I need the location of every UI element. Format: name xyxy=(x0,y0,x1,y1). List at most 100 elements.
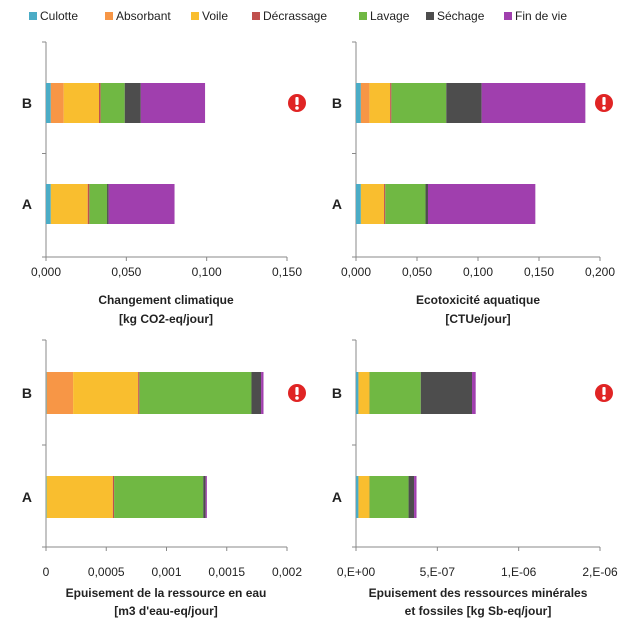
legend-label: Fin de vie xyxy=(515,9,567,23)
x-axis-title: Changement climatique xyxy=(98,293,234,307)
bar-segment xyxy=(50,184,88,224)
bar-segment xyxy=(50,83,64,123)
chart-panel: 0,000 0,050 0,100 0,150 B A Changement climati… xyxy=(22,41,306,326)
bar-segment xyxy=(356,83,361,123)
bar-segment xyxy=(140,83,206,123)
bar-segment xyxy=(356,184,361,224)
x-tick-label: 0,150 xyxy=(272,265,302,279)
legend-swatch xyxy=(426,12,434,20)
bar-segment xyxy=(73,372,139,414)
exclamation-circle-icon xyxy=(288,384,306,402)
exclamation-circle-icon xyxy=(288,94,306,112)
x-axis-title: Epuisement de la ressource en eau xyxy=(66,586,267,600)
x-axis-title: Ecotoxicité aquatique xyxy=(416,293,540,307)
bar-segment xyxy=(46,476,47,518)
x-tick-label: 0,050 xyxy=(111,265,141,279)
bar-segment xyxy=(63,83,100,123)
legend-swatch xyxy=(105,12,113,20)
bar-segment xyxy=(46,476,113,518)
bar-segment xyxy=(138,372,140,414)
bar-segment xyxy=(356,372,359,414)
bar-segment xyxy=(108,184,175,224)
bar-segment xyxy=(139,372,252,414)
bar-segment xyxy=(481,83,586,123)
alert-bang xyxy=(295,387,299,395)
bar-segment xyxy=(472,372,476,414)
alert-dot xyxy=(295,106,299,110)
bar-segment xyxy=(99,83,101,123)
chart-panel: 0,000 0,050 0,100 0,150 0,200 B A Ecotoxicité a… xyxy=(332,41,615,326)
x-tick-label: 0,200 xyxy=(585,265,615,279)
bar-segment xyxy=(360,83,370,123)
alert-dot xyxy=(602,396,606,400)
bar-segment xyxy=(369,372,421,414)
bar-segment xyxy=(420,372,473,414)
legend-swatch xyxy=(191,12,199,20)
bar-segment xyxy=(251,372,262,414)
alert-bang xyxy=(295,97,299,105)
legend-swatch xyxy=(252,12,260,20)
bar-segment xyxy=(356,476,359,518)
legend-swatch xyxy=(504,12,512,20)
x-tick-label: 0,002 xyxy=(272,565,302,579)
legend: Culotte Absorbant Voile Décrassage Lavage Séc… xyxy=(29,9,567,23)
bar-segment xyxy=(107,184,109,224)
bar-segment xyxy=(360,184,385,224)
legend-item: Séchage xyxy=(426,9,485,23)
bar-segment xyxy=(385,184,426,224)
bar-segment xyxy=(369,83,391,123)
exclamation-circle-icon xyxy=(595,94,613,112)
chart-panel: 0,E+00 5,E-07 1,E-06 2,E-06 B A Epuisement des… xyxy=(332,339,618,618)
category-label: A xyxy=(22,196,32,212)
x-axis-title: Epuisement des ressources minérales xyxy=(369,586,588,600)
chart-panel: 0 0,0005 0,001 0,0015 0,002 B A Epuisement de l… xyxy=(22,339,306,618)
x-axis-unit: [kg CO2-eq/jour] xyxy=(119,312,213,326)
x-tick-label: 0,001 xyxy=(151,565,181,579)
bar-segment xyxy=(414,476,417,518)
x-tick-label: 0,E+00 xyxy=(337,565,376,579)
bar-segment xyxy=(446,83,482,123)
category-label: A xyxy=(332,489,342,505)
x-tick-label: 0 xyxy=(43,565,50,579)
category-label: B xyxy=(22,385,32,401)
bar-segment xyxy=(124,83,141,123)
category-label: A xyxy=(22,489,32,505)
x-tick-label: 0,150 xyxy=(524,265,554,279)
x-tick-label: 1,E-06 xyxy=(501,565,537,579)
category-label: B xyxy=(332,95,342,111)
legend-item: Lavage xyxy=(359,9,410,23)
legend-swatch xyxy=(29,12,37,20)
x-tick-label: 0,050 xyxy=(402,265,432,279)
bar-segment xyxy=(46,184,51,224)
x-tick-label: 0,000 xyxy=(31,265,61,279)
bar-segment xyxy=(46,83,51,123)
alert-bang xyxy=(602,97,606,105)
legend-item: Fin de vie xyxy=(504,9,567,23)
x-tick-label: 0,100 xyxy=(463,265,493,279)
legend-item: Absorbant xyxy=(105,9,171,23)
alert-bang xyxy=(602,387,606,395)
bar-segment xyxy=(112,476,115,518)
x-axis-unit: [m3 d'eau-eq/jour] xyxy=(114,604,218,618)
bar-segment xyxy=(390,83,392,123)
x-tick-label: 0,000 xyxy=(341,265,371,279)
bar-segment xyxy=(87,184,90,224)
bar-segment xyxy=(205,476,207,518)
legend-label: Décrassage xyxy=(263,9,327,23)
bar-segment xyxy=(427,184,536,224)
bar-segment xyxy=(425,184,428,224)
alert-dot xyxy=(602,106,606,110)
bar-segment xyxy=(408,476,415,518)
legend-label: Culotte xyxy=(40,9,78,23)
x-tick-label: 0,0015 xyxy=(208,565,245,579)
x-tick-label: 2,E-06 xyxy=(582,565,618,579)
legend-item: Culotte xyxy=(29,9,78,23)
bar-segment xyxy=(46,372,47,414)
legend-label: Voile xyxy=(202,9,228,23)
category-label: B xyxy=(22,95,32,111)
legend-item: Voile xyxy=(191,9,228,23)
x-tick-label: 5,E-07 xyxy=(420,565,456,579)
bar-segment xyxy=(203,476,206,518)
